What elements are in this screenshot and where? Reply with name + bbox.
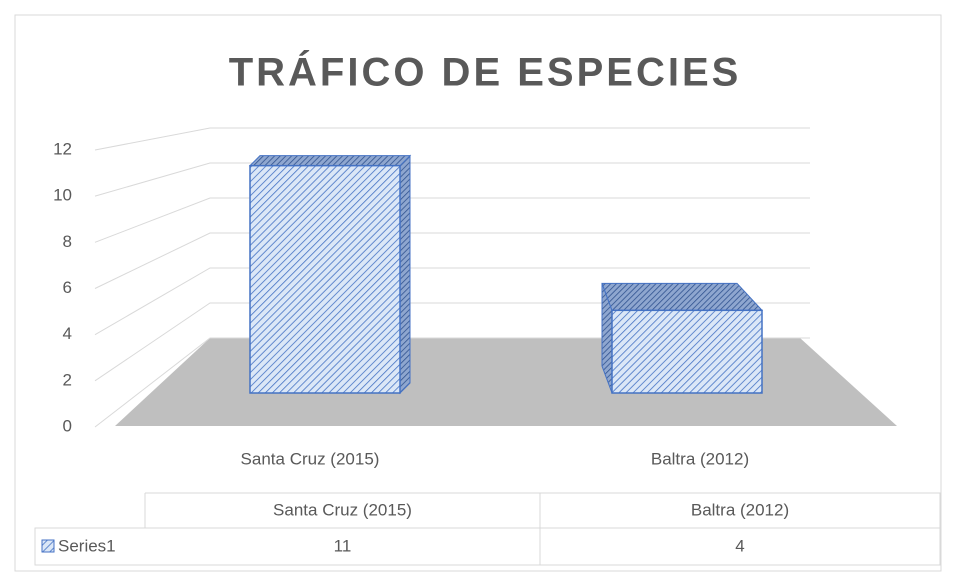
y-tick-label: 12 <box>53 139 72 158</box>
y-tick-label: 8 <box>63 232 72 251</box>
floor <box>115 338 897 426</box>
y-tick-label: 10 <box>53 186 72 205</box>
bar-top <box>248 155 412 167</box>
y-tick-label: 0 <box>63 416 72 435</box>
chart-title: TRÁFICO DE ESPECIES <box>229 50 742 95</box>
table-value: 4 <box>735 536 744 555</box>
table-value: 11 <box>334 536 352 555</box>
x-tick-label: Santa Cruz (2015) <box>241 449 380 468</box>
x-tick-label: Baltra (2012) <box>651 449 749 468</box>
grid-line <box>94 162 810 197</box>
chart-border <box>14 14 942 572</box>
grid-line <box>94 232 810 289</box>
bar-side <box>399 154 411 395</box>
table-header: Santa Cruz (2015) <box>273 500 412 519</box>
y-tick-label: 2 <box>63 370 72 389</box>
grid-line <box>94 127 810 151</box>
grid-line <box>94 267 810 336</box>
legend-label: Series1 <box>58 536 116 555</box>
legend-key <box>41 539 55 553</box>
y-tick-label: 6 <box>63 278 72 297</box>
y-tick-label: 4 <box>63 324 72 343</box>
bar <box>249 164 401 394</box>
table-header: Baltra (2012) <box>691 500 789 519</box>
bar <box>611 309 763 394</box>
bar-top <box>601 282 764 311</box>
grid-line <box>94 197 810 243</box>
